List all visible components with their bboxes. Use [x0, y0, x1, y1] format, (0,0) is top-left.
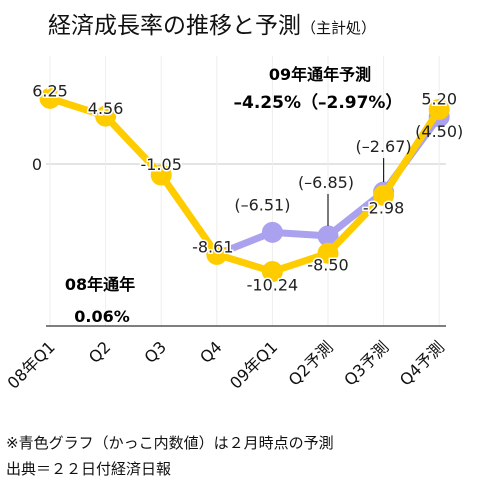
data-label-previous: (–6.85) — [298, 173, 354, 192]
point-current — [206, 243, 228, 265]
fy09-label: 09年通年予測 — [269, 65, 371, 84]
x-tick-label: Q3 — [140, 337, 170, 367]
series-line-current — [46, 94, 443, 276]
x-tick-label: 09年Q1 — [226, 337, 281, 392]
fy09-value: –4.25%（–2.97%） — [234, 92, 403, 113]
data-label-current: 5.20 — [421, 89, 457, 108]
x-tick-label: Q2予測 — [285, 337, 337, 389]
point-current — [95, 105, 117, 127]
point-current — [317, 242, 339, 264]
point-current — [150, 164, 172, 186]
fy08-label: 08年通年 — [65, 275, 135, 294]
x-tick-label: 08年Q1 — [4, 337, 59, 392]
data-labels: 6.25 4.56 -1.05 -8.61 -10.24 -8.50 -2.98 5.20 (–… — [31, 80, 464, 296]
data-label-current: 6.25 — [32, 81, 68, 100]
point-current — [373, 184, 395, 206]
point-current — [428, 98, 450, 120]
point-current — [261, 261, 283, 283]
data-label-current: -8.61 — [192, 237, 233, 256]
fy08-value: 0.06% — [74, 307, 130, 326]
annotations: 09年通年予測 –4.25%（–2.97%） 08年通年 0.06% — [65, 65, 403, 326]
series-layer — [39, 87, 450, 283]
data-label-current: -2.98 — [363, 198, 404, 217]
data-label-current: -10.24 — [247, 276, 299, 295]
data-label-previous: (4.50) — [415, 122, 463, 141]
point-previous — [261, 221, 283, 243]
x-tick-label: Q4予測 — [396, 337, 448, 389]
data-label-current: -8.50 — [307, 255, 348, 274]
x-tick-label: Q4 — [196, 337, 226, 367]
x-tick-label: Q3予測 — [340, 337, 392, 389]
point-current — [39, 87, 61, 109]
data-label-current: 4.56 — [88, 99, 124, 118]
data-label-previous: (–2.67) — [356, 137, 412, 156]
footnote-forecast: ※青色グラフ（かっこ内数値）は２月時点の予測 — [6, 434, 334, 452]
data-label-previous: (–6.51) — [234, 195, 290, 214]
title-note: （主計処） — [301, 19, 377, 37]
data-label-current: -1.05 — [140, 155, 181, 174]
y-tick-label: 0 — [32, 155, 42, 174]
page-title: 経済成長率の推移と予測（主計処） — [48, 13, 377, 39]
footnote-source: 出典＝２２日付経済日報 — [6, 460, 172, 478]
x-tick-label: Q2 — [85, 337, 115, 367]
